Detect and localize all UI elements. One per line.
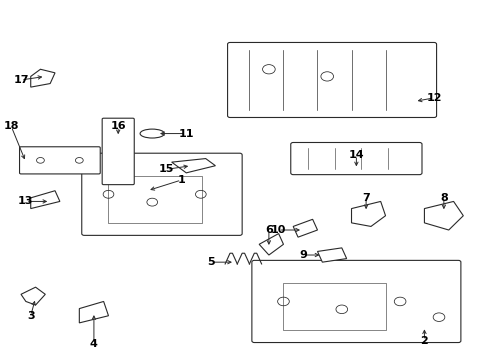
Polygon shape: [293, 219, 317, 237]
Polygon shape: [171, 158, 215, 173]
Polygon shape: [21, 287, 45, 305]
Polygon shape: [351, 202, 385, 226]
Text: 7: 7: [362, 193, 369, 203]
Text: 14: 14: [348, 150, 364, 160]
FancyBboxPatch shape: [81, 153, 242, 235]
Polygon shape: [79, 301, 108, 323]
Bar: [283, 283, 385, 330]
Polygon shape: [424, 202, 462, 230]
Text: 2: 2: [420, 336, 427, 346]
Bar: [108, 176, 202, 223]
Ellipse shape: [140, 129, 164, 138]
FancyBboxPatch shape: [251, 260, 460, 342]
Text: 5: 5: [206, 257, 214, 267]
Polygon shape: [31, 191, 60, 208]
Text: 4: 4: [90, 339, 98, 349]
Text: 6: 6: [264, 225, 272, 235]
Text: 17: 17: [13, 75, 29, 85]
Text: 1: 1: [177, 175, 185, 185]
Text: 15: 15: [159, 164, 174, 174]
FancyBboxPatch shape: [227, 42, 436, 117]
Polygon shape: [259, 234, 283, 255]
FancyBboxPatch shape: [102, 118, 134, 185]
FancyBboxPatch shape: [20, 147, 100, 174]
Text: 12: 12: [426, 93, 441, 103]
Text: 3: 3: [27, 311, 35, 321]
Text: 10: 10: [270, 225, 285, 235]
Text: 16: 16: [110, 121, 126, 131]
FancyBboxPatch shape: [290, 143, 421, 175]
Text: 13: 13: [18, 197, 34, 206]
Text: 9: 9: [298, 250, 306, 260]
Polygon shape: [317, 248, 346, 262]
Text: 8: 8: [439, 193, 447, 203]
Text: 18: 18: [3, 121, 19, 131]
Text: 11: 11: [178, 129, 194, 139]
Polygon shape: [31, 69, 55, 87]
